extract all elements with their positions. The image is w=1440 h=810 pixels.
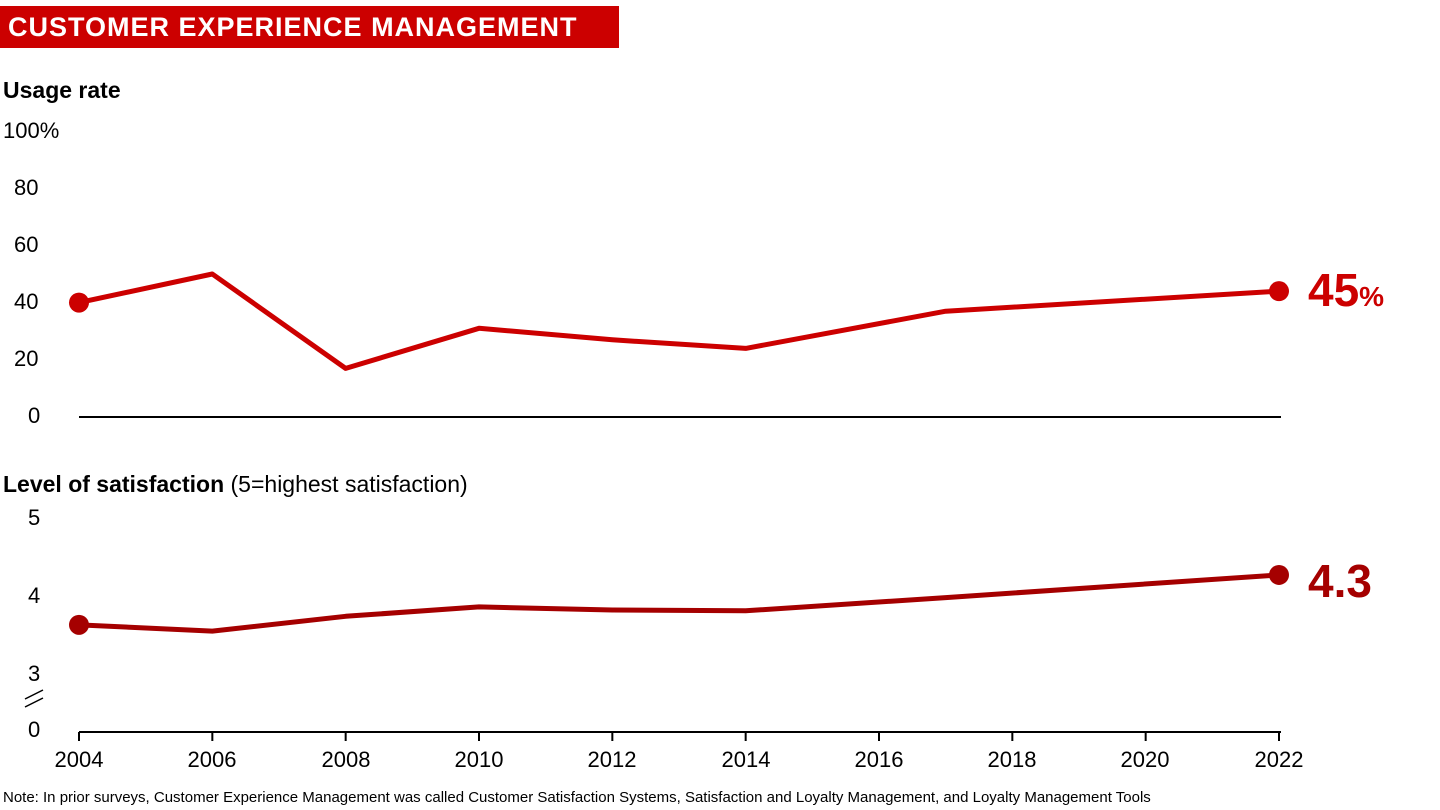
satisfaction-line	[78, 572, 1280, 634]
xtick-2008: 2008	[321, 747, 371, 772]
satisfaction-end-value: 4.3	[1308, 555, 1372, 607]
usage-line	[78, 271, 1280, 371]
usage-ytick-100: 100%	[3, 118, 60, 143]
usage-start-point	[69, 292, 89, 313]
xtick-2004: 2004	[54, 747, 104, 772]
xtick-2018: 2018	[987, 747, 1037, 772]
xtick-2010: 2010	[454, 747, 504, 772]
satisfaction-ytick-0: 0	[28, 717, 41, 742]
satisfaction-end-label: 4.3	[1308, 558, 1372, 604]
satisfaction-series	[69, 564, 1289, 635]
usage-ytick-20: 20	[14, 346, 39, 371]
usage-ytick-40: 40	[14, 289, 39, 314]
satisfaction-subtitle: (5=highest satisfaction)	[230, 471, 468, 497]
usage-end-unit: %	[1359, 281, 1385, 312]
xtick-2020: 2020	[1120, 747, 1170, 772]
usage-ytick-80: 80	[14, 175, 39, 200]
xtick-2022: 2022	[1254, 747, 1304, 772]
usage-end-label: 45%	[1308, 267, 1384, 320]
axis-break-icon	[24, 689, 44, 708]
satisfaction-end-point	[1269, 564, 1289, 585]
xtick-2016: 2016	[854, 747, 904, 772]
satisfaction-title: Level of satisfaction	[3, 471, 225, 497]
usage-end-point	[1269, 281, 1289, 302]
xtick-2006: 2006	[187, 747, 237, 772]
usage-series	[69, 271, 1289, 371]
x-tick-marks	[78, 732, 1280, 741]
usage-ytick-0: 0	[28, 403, 41, 428]
usage-ytick-60: 60	[14, 232, 39, 257]
satisfaction-start-point	[69, 614, 89, 635]
satisfaction-ytick-5: 5	[28, 505, 41, 530]
satisfaction-ytick-3: 3	[28, 661, 41, 686]
footnote: Note: In prior surveys, Customer Experie…	[3, 789, 1151, 806]
xtick-2012: 2012	[587, 747, 637, 772]
chart-banner-title: CUSTOMER EXPERIENCE MANAGEMENT	[0, 6, 619, 48]
usage-end-value: 45	[1308, 264, 1360, 316]
xtick-2014: 2014	[721, 747, 771, 772]
usage-rate-heading: Usage rate	[3, 77, 121, 104]
satisfaction-heading: Level of satisfaction (5=highest satisfa…	[3, 471, 468, 498]
usage-rate-title: Usage rate	[3, 77, 121, 103]
satisfaction-ytick-4: 4	[28, 583, 41, 608]
